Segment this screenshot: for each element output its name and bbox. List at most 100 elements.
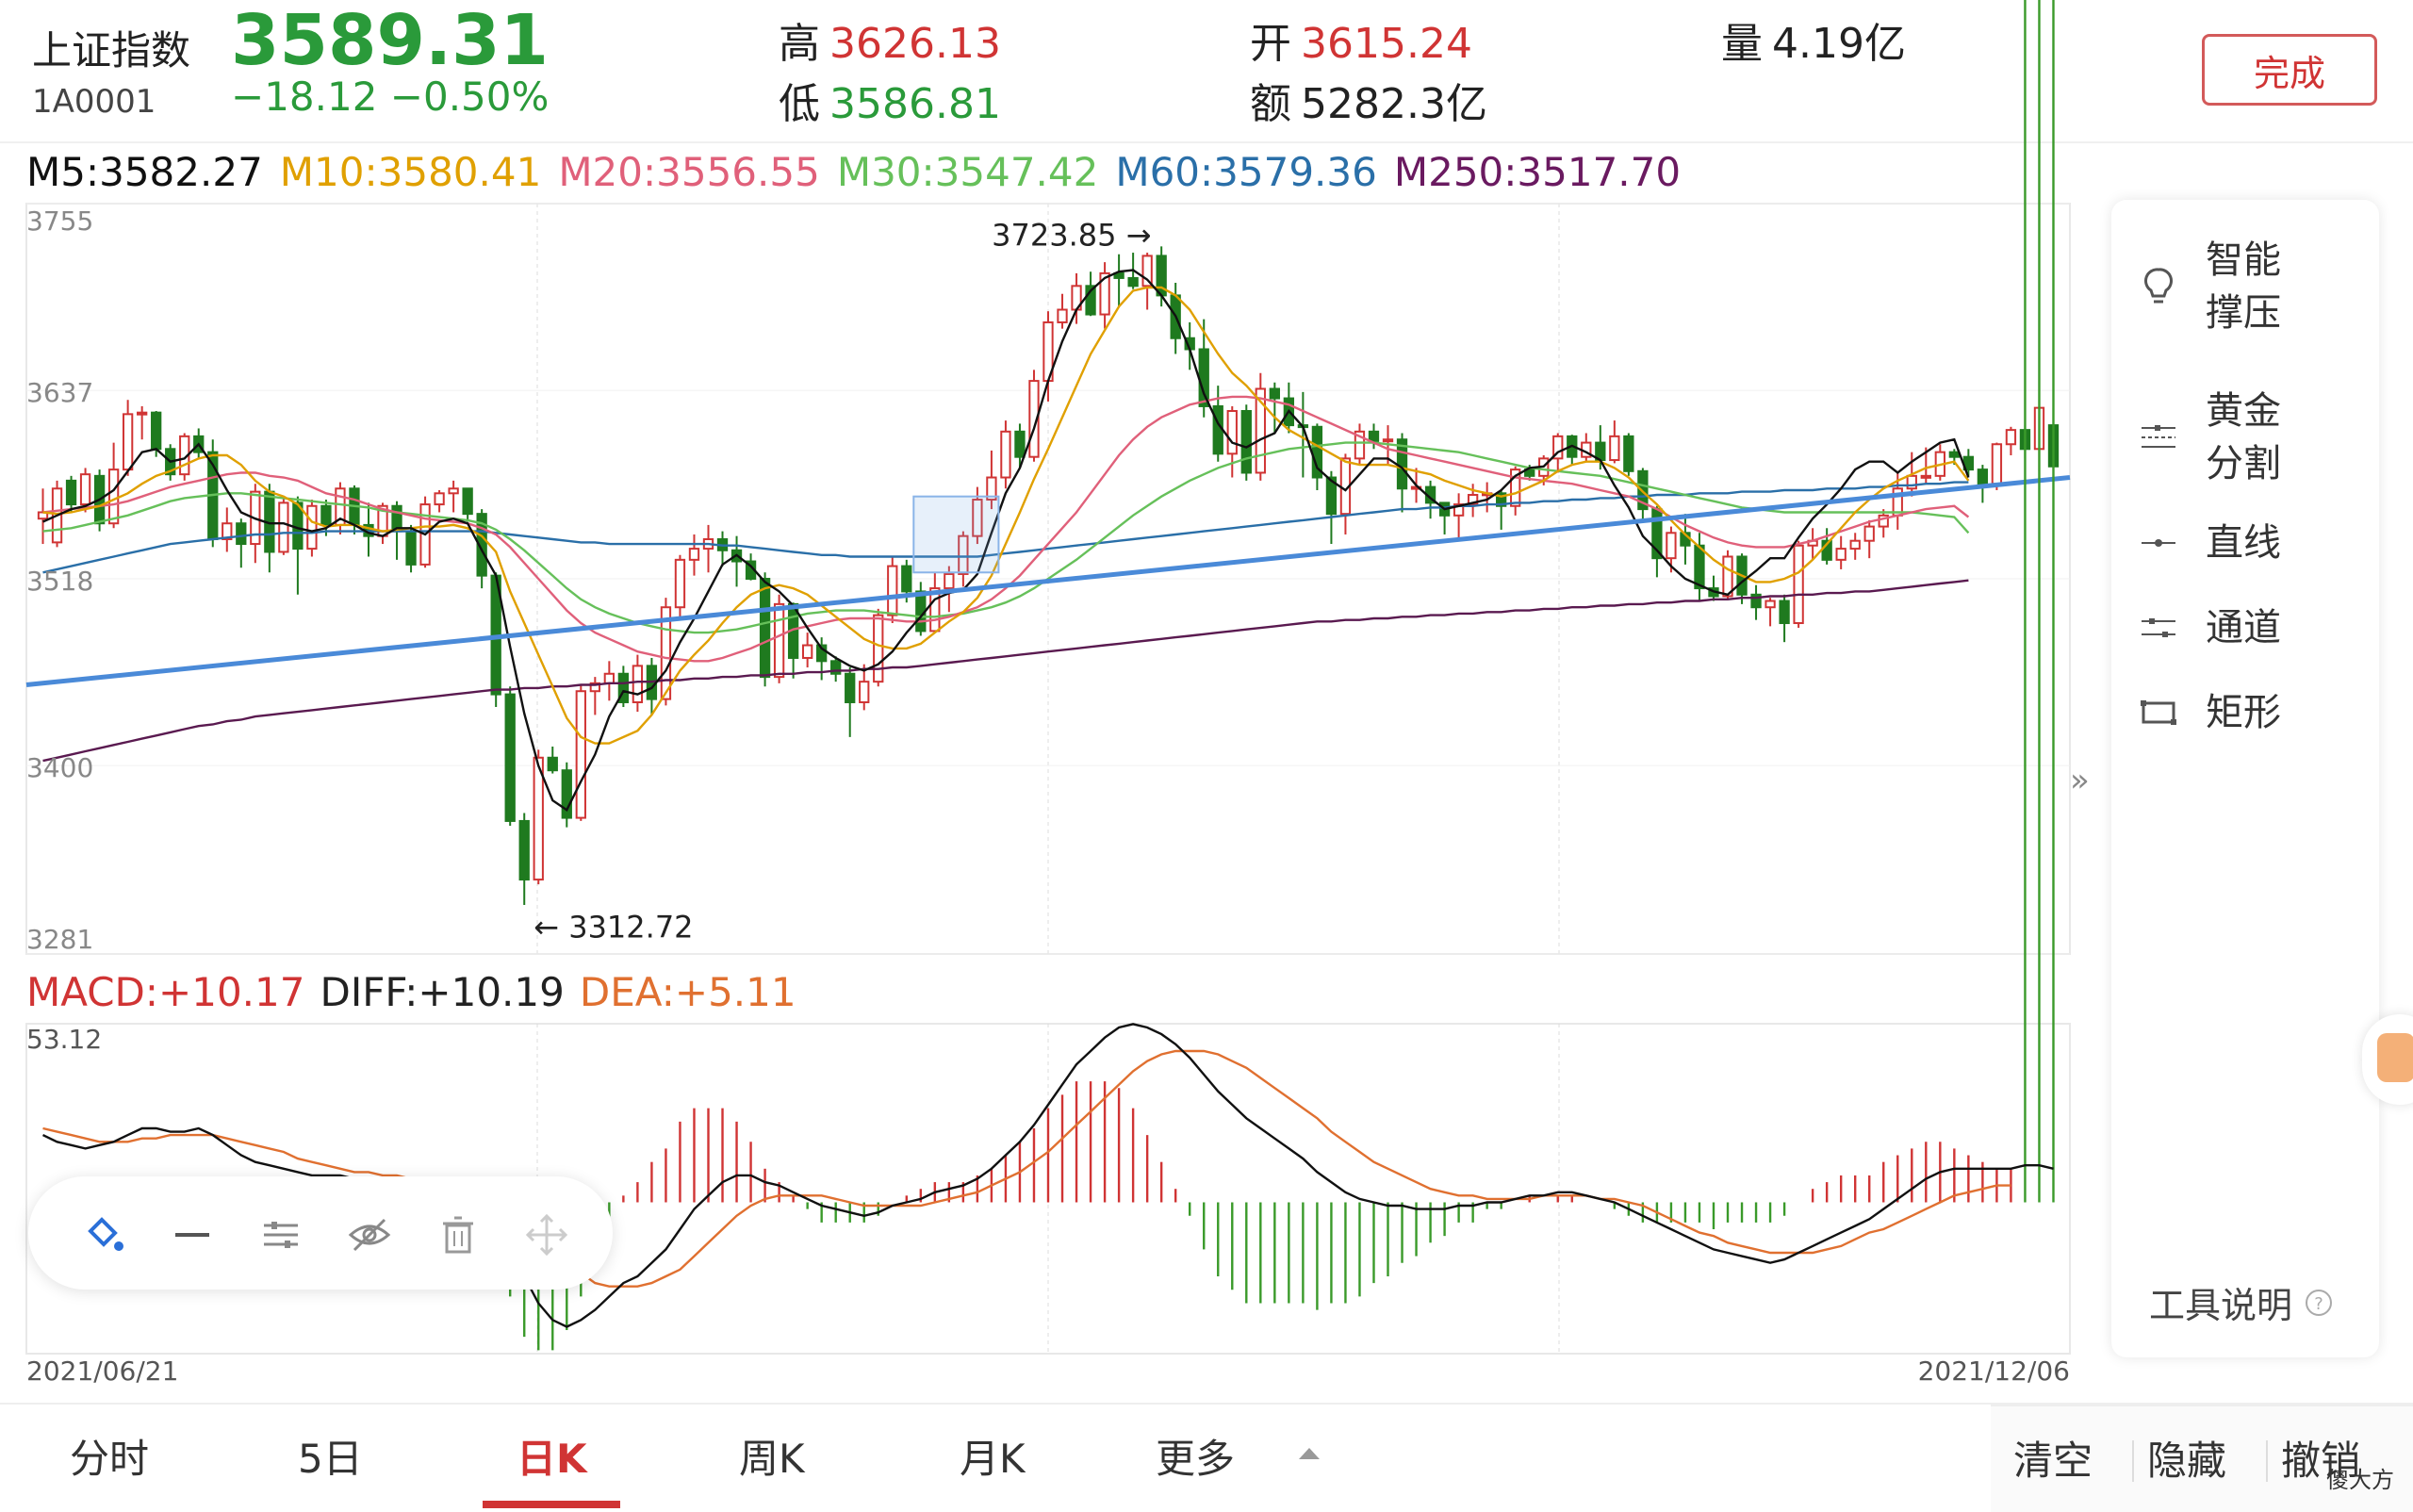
candle-body — [929, 587, 941, 633]
candle-body — [1552, 435, 1564, 460]
done-button[interactable]: 完成 — [2202, 34, 2377, 106]
high-stat: 高 3626.13 — [779, 9, 1001, 70]
candle-body — [1113, 271, 1124, 279]
candle-body — [1368, 430, 1380, 442]
tool-smart-support[interactable]: 智能 撑压 — [2111, 234, 2379, 339]
candle-body — [1793, 544, 1804, 625]
candle-body — [1524, 468, 1535, 477]
ma5-value: M5:3582.27 — [26, 149, 263, 195]
macd-legend: MACD:+10.17 DIFF:+10.19 DEA:+5.11 — [26, 969, 812, 1015]
diff-value: DIFF:+10.19 — [320, 969, 565, 1015]
candle-body — [1863, 525, 1875, 542]
tool-channel-label: 通道 — [2206, 606, 2281, 649]
ma10-line — [42, 286, 1970, 745]
candle-body — [151, 411, 162, 451]
tool-golden-split[interactable]: 黄金 分割 — [2111, 385, 2379, 490]
candle-body — [1085, 285, 1096, 316]
undo-button[interactable]: 撤销 — [2281, 1438, 2361, 1484]
straight-line-icon — [2142, 539, 2175, 547]
line-settings-icon[interactable] — [258, 1212, 304, 1257]
candle-body — [1977, 468, 1989, 485]
tool-smart-label-1: 智能 — [2206, 238, 2281, 282]
hide-icon[interactable] — [347, 1212, 392, 1257]
tab-weekly-k[interactable]: 周K — [739, 1436, 805, 1482]
delete-icon[interactable] — [435, 1212, 481, 1257]
tool-channel[interactable]: 通道 — [2111, 601, 2379, 654]
candle-body — [561, 769, 572, 819]
tab-intraday[interactable]: 分时 — [70, 1436, 150, 1482]
channel-icon — [2142, 618, 2175, 637]
volume-stat: 量 4.19亿 — [1721, 9, 1906, 70]
tab-monthly-k[interactable]: 月K — [960, 1436, 1026, 1482]
move-icon[interactable] — [524, 1212, 569, 1257]
y-tick-label: 3400 — [26, 752, 93, 783]
ma10-value: M10:3580.41 — [279, 149, 542, 195]
volume-value: 4.19亿 — [1772, 20, 1906, 68]
candle-body — [773, 602, 785, 679]
candle-body — [801, 644, 813, 659]
candle-body — [1057, 308, 1068, 323]
side-menu-handle[interactable] — [2362, 1014, 2413, 1105]
tool-rectangle[interactable]: 矩形 — [2111, 686, 2379, 739]
line-style-icon[interactable] — [170, 1212, 215, 1257]
tool-help-link[interactable]: 工具说明 ? — [2149, 1276, 2336, 1328]
candle-body — [1496, 492, 1507, 507]
drawing-edit-toolbar — [28, 1176, 613, 1290]
menu-icon — [2377, 1033, 2413, 1082]
macd-value: MACD:+10.17 — [26, 969, 305, 1015]
candle-body — [887, 565, 898, 616]
candle-body — [122, 413, 134, 471]
candle-body — [476, 513, 487, 577]
candle-body — [901, 565, 912, 593]
open-value: 3615.24 — [1301, 20, 1472, 68]
y-tick-label: 3281 — [26, 924, 93, 955]
ma30-value: M30:3547.42 — [836, 149, 1099, 195]
candle-body — [448, 487, 459, 495]
candle-body — [944, 572, 955, 590]
tool-straight-line[interactable]: 直线 — [2111, 517, 2379, 569]
stock-code: 1A0001 — [32, 83, 156, 121]
header-divider — [0, 141, 2413, 143]
candle-body — [1453, 503, 1465, 517]
candle-body — [1382, 438, 1394, 443]
candle-body — [518, 819, 530, 881]
chevron-up-icon[interactable] — [1297, 1444, 1321, 1463]
tab-more[interactable]: 更多 — [1156, 1436, 1236, 1482]
price-change: −18.12 −0.50% — [231, 74, 550, 120]
candle-body — [434, 492, 445, 506]
candle-body — [1948, 451, 1960, 458]
candle-body — [1666, 532, 1677, 560]
low-stat: 低 3586.81 — [779, 70, 1001, 130]
candle-body — [306, 504, 318, 551]
candle-body — [759, 578, 771, 679]
period-tabs: 分时 5日 日K 周K 月K 更多 清空 隐藏 撤销 — [0, 1403, 2413, 1512]
candle-body — [1141, 255, 1153, 288]
candle-body — [1609, 435, 1620, 462]
ma5-line — [42, 269, 1970, 812]
candle-body — [617, 672, 630, 703]
candle-body — [137, 411, 148, 416]
clear-button[interactable]: 清空 — [2013, 1438, 2093, 1484]
hide-button[interactable]: 隐藏 — [2147, 1438, 2227, 1484]
tool-golden-label-1: 黄金 — [2206, 389, 2281, 433]
tool-help-label: 工具说明 — [2149, 1285, 2293, 1326]
candle-body — [79, 473, 91, 506]
tab-daily-k[interactable]: 日K — [517, 1436, 587, 1482]
macd-top-label: 53.12 — [26, 1024, 102, 1055]
candle-body — [504, 693, 516, 822]
low-label: 低 — [779, 80, 820, 128]
divider — [2132, 1440, 2134, 1482]
ma60-value: M60:3579.36 — [1115, 149, 1377, 195]
candle-body — [575, 690, 586, 819]
tab-5day[interactable]: 5日 — [298, 1436, 363, 1482]
expand-panel-icon[interactable]: » — [2070, 762, 2090, 799]
candle-body — [405, 530, 417, 566]
open-stat: 开 3615.24 — [1250, 9, 1472, 70]
dea-line — [42, 1049, 2011, 1288]
candle-body — [1835, 548, 1847, 561]
lightbulb-icon — [2144, 268, 2173, 304]
fill-color-icon[interactable] — [81, 1212, 126, 1257]
candle-body — [1354, 430, 1366, 460]
candle-body — [873, 614, 884, 683]
